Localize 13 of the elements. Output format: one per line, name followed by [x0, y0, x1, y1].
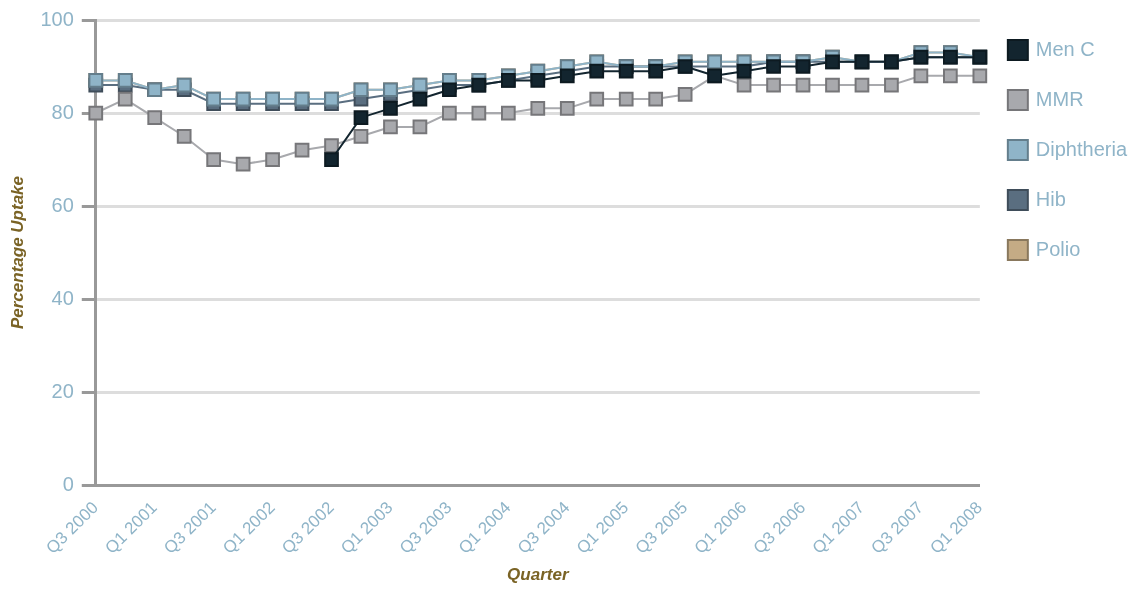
y-axis-title: Percentage Uptake	[7, 175, 27, 330]
legend-label: Men C	[1035, 37, 1095, 60]
y-tick-label: 0	[62, 472, 74, 495]
x-axis-title: Quarter	[507, 565, 570, 585]
legend-label: Diphtheria	[1035, 137, 1128, 160]
y-tick-label: 20	[51, 379, 74, 402]
legend-label: MMR	[1035, 87, 1084, 110]
legend-label: Hib	[1035, 187, 1066, 210]
y-tick-label: 80	[51, 100, 74, 123]
y-tick-label: 40	[51, 286, 74, 309]
y-tick-label: 100	[40, 7, 74, 30]
y-tick-label: 60	[51, 193, 74, 216]
legend-label: Polio	[1035, 237, 1081, 260]
